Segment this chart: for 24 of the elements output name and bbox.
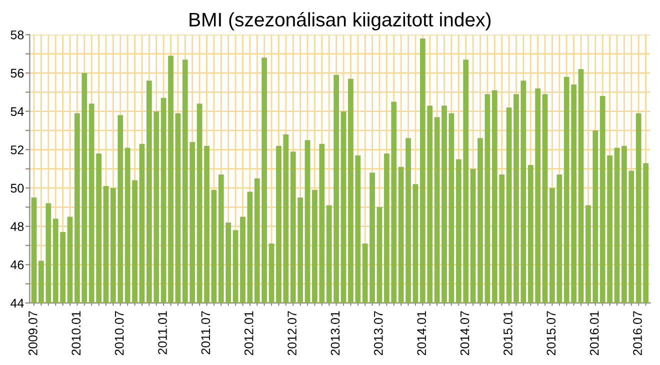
y-tick-label: 58 bbox=[10, 30, 24, 40]
y-tick-label: 44 bbox=[10, 298, 24, 308]
x-tick-label: 2015.07 bbox=[546, 311, 556, 356]
y-tick-label: 54 bbox=[10, 107, 24, 116]
x-tick-label: 2016.07 bbox=[633, 311, 642, 356]
y-tick-label: 48 bbox=[10, 222, 24, 231]
y-tick-label: 52 bbox=[10, 145, 24, 154]
x-tick-label: 2014.01 bbox=[417, 311, 426, 356]
y-tick-label: 50 bbox=[10, 184, 24, 193]
x-tick-label: 2011.01 bbox=[158, 311, 167, 354]
chart-title: BMI (szezonálisan kiigazitott index) bbox=[190, 12, 491, 30]
x-tick-label: 2015.01 bbox=[504, 311, 512, 356]
y-tick-label: 46 bbox=[10, 260, 24, 270]
x-tick-label: 2013.01 bbox=[330, 311, 340, 356]
x-tick-label: 2011.07 bbox=[201, 311, 210, 354]
x-tick-label: 2009.07 bbox=[28, 311, 38, 356]
x-tick-label: 2014.07 bbox=[460, 311, 470, 356]
x-tick-label: 2013.07 bbox=[374, 311, 383, 356]
x-tick-label: 2010.01 bbox=[72, 311, 81, 356]
x-tick-label: 2012.01 bbox=[244, 311, 254, 356]
x-tick-label: 2016.01 bbox=[590, 311, 599, 356]
x-tick-label: 2010.07 bbox=[114, 311, 124, 356]
y-tick-label: 56 bbox=[10, 68, 24, 78]
x-tick-label: 2012.07 bbox=[288, 311, 296, 356]
